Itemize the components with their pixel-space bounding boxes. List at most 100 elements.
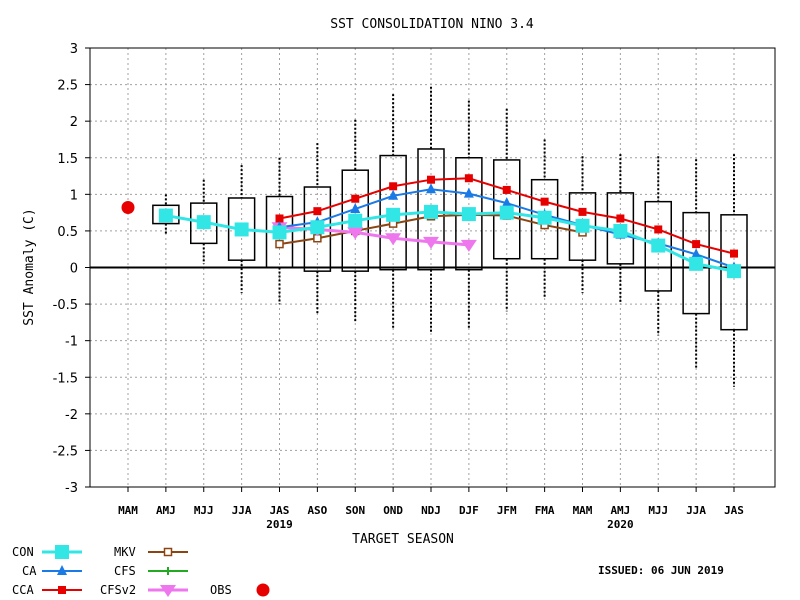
point-triangle	[57, 565, 67, 575]
point-square	[727, 264, 741, 279]
y-tick-label: -3	[65, 481, 78, 496]
legend-item-cfsv2: CFSv2	[100, 583, 188, 597]
legend-item-ca: CA	[22, 564, 82, 578]
point-open-square	[275, 239, 284, 249]
point-square	[651, 238, 666, 253]
point-square	[730, 249, 738, 258]
y-tick-label: -1.5	[53, 371, 78, 386]
point-square	[540, 197, 549, 206]
x-tick-label: AMJ	[156, 504, 176, 517]
ensemble-box	[493, 159, 521, 260]
y-tick-label: -0.5	[53, 298, 78, 313]
point-square	[499, 205, 514, 220]
point-triangle-down	[385, 233, 402, 246]
point-square	[461, 207, 476, 222]
x-tick-label: SON	[345, 504, 365, 517]
point-open-square	[163, 547, 173, 557]
point-triangle-down	[423, 236, 439, 249]
x-tick-label: NDJ	[421, 504, 441, 517]
series-line	[165, 210, 735, 273]
point-triangle-down	[347, 227, 364, 240]
point-circle	[256, 583, 270, 597]
point-square	[234, 222, 249, 237]
y-tick-label: 1	[70, 188, 78, 203]
legend-label: OBS	[210, 583, 232, 597]
series-con	[158, 204, 741, 279]
ensemble-box	[417, 148, 445, 271]
legend-item-con: CON	[12, 545, 82, 559]
point-square	[272, 225, 287, 240]
legend: CON CA CCA MKV CFS CFSv2 OBS	[12, 545, 270, 597]
series-obs	[121, 201, 135, 215]
year-label: 2019	[266, 518, 293, 531]
ensemble-box	[152, 204, 180, 225]
ensemble-box	[720, 214, 748, 331]
legend-label: MKV	[114, 545, 136, 559]
point-triangle	[463, 187, 474, 198]
point-square	[389, 182, 398, 191]
x-tick-label: DJF	[459, 504, 479, 517]
legend-label: CCA	[12, 583, 34, 597]
point-square	[58, 586, 66, 594]
y-axis-label: SST Anomaly (C)	[22, 208, 37, 325]
point-triangle-down	[160, 585, 176, 597]
ensemble-box	[341, 169, 369, 272]
point-square	[575, 218, 590, 233]
point-triangle	[388, 189, 399, 200]
ensemble-box	[682, 211, 710, 315]
point-square	[424, 204, 438, 219]
y-tick-label: 2	[70, 115, 78, 130]
y-tick-label: 1.5	[57, 152, 78, 167]
point-square	[502, 185, 511, 194]
point-square	[275, 214, 284, 223]
y-tick-label: -1	[65, 335, 78, 350]
point-square	[158, 208, 173, 223]
x-tick-label: AMJ	[610, 504, 630, 517]
y-tick-label: 0.5	[57, 225, 78, 240]
x-tick-label: JAS	[724, 504, 744, 517]
point-square	[692, 240, 701, 249]
point-square	[351, 194, 360, 203]
y-tick-label: 3	[70, 42, 78, 57]
point-square	[55, 545, 69, 559]
point-triangle	[501, 197, 512, 208]
year-label: 2020	[607, 518, 634, 531]
x-tick-label: ASO	[307, 504, 327, 517]
x-tick-label: OND	[383, 504, 403, 517]
grid-layer	[90, 48, 775, 487]
x-tick-label: MJJ	[194, 504, 214, 517]
legend-label: CFS	[114, 564, 136, 578]
chart-title: SST CONSOLIDATION NINO 3.4	[330, 17, 534, 32]
point-square	[616, 214, 625, 223]
tick-layer: 3 2.5 2 1.5 1 0.5 0 -0.5 -1 -1.5 -2 -2.5 -3 MAM AMJ MJJ…	[53, 42, 744, 531]
box-layer	[152, 86, 748, 387]
point-square	[464, 174, 473, 183]
x-tick-label: JFM	[497, 504, 517, 517]
point-triangle	[691, 248, 702, 259]
x-tick-label: JJA	[686, 504, 706, 517]
point-square	[537, 210, 552, 225]
point-square	[386, 207, 401, 222]
point-square	[196, 215, 211, 230]
point-square	[689, 256, 704, 271]
legend-label: CA	[22, 564, 37, 578]
x-tick-label: FMA	[535, 504, 555, 517]
x-tick-label: MAM	[118, 504, 138, 517]
x-tick-label: JAS	[270, 504, 290, 517]
point-square	[654, 225, 663, 234]
series-layer	[121, 174, 741, 279]
legend-label: CON	[12, 545, 34, 559]
y-tick-label: 0	[70, 262, 78, 277]
y-tick-label: -2	[65, 408, 78, 423]
y-tick-label: 2.5	[57, 79, 78, 94]
x-tick-label: MJJ	[648, 504, 668, 517]
legend-item-cfs: CFS	[114, 564, 188, 578]
point-triangle-down	[460, 239, 477, 252]
point-square	[578, 207, 587, 216]
point-square	[348, 213, 363, 228]
point-circle	[121, 201, 135, 215]
axis-layer	[89, 47, 776, 488]
point-square	[313, 207, 322, 216]
x-tick-label: JJA	[232, 504, 252, 517]
